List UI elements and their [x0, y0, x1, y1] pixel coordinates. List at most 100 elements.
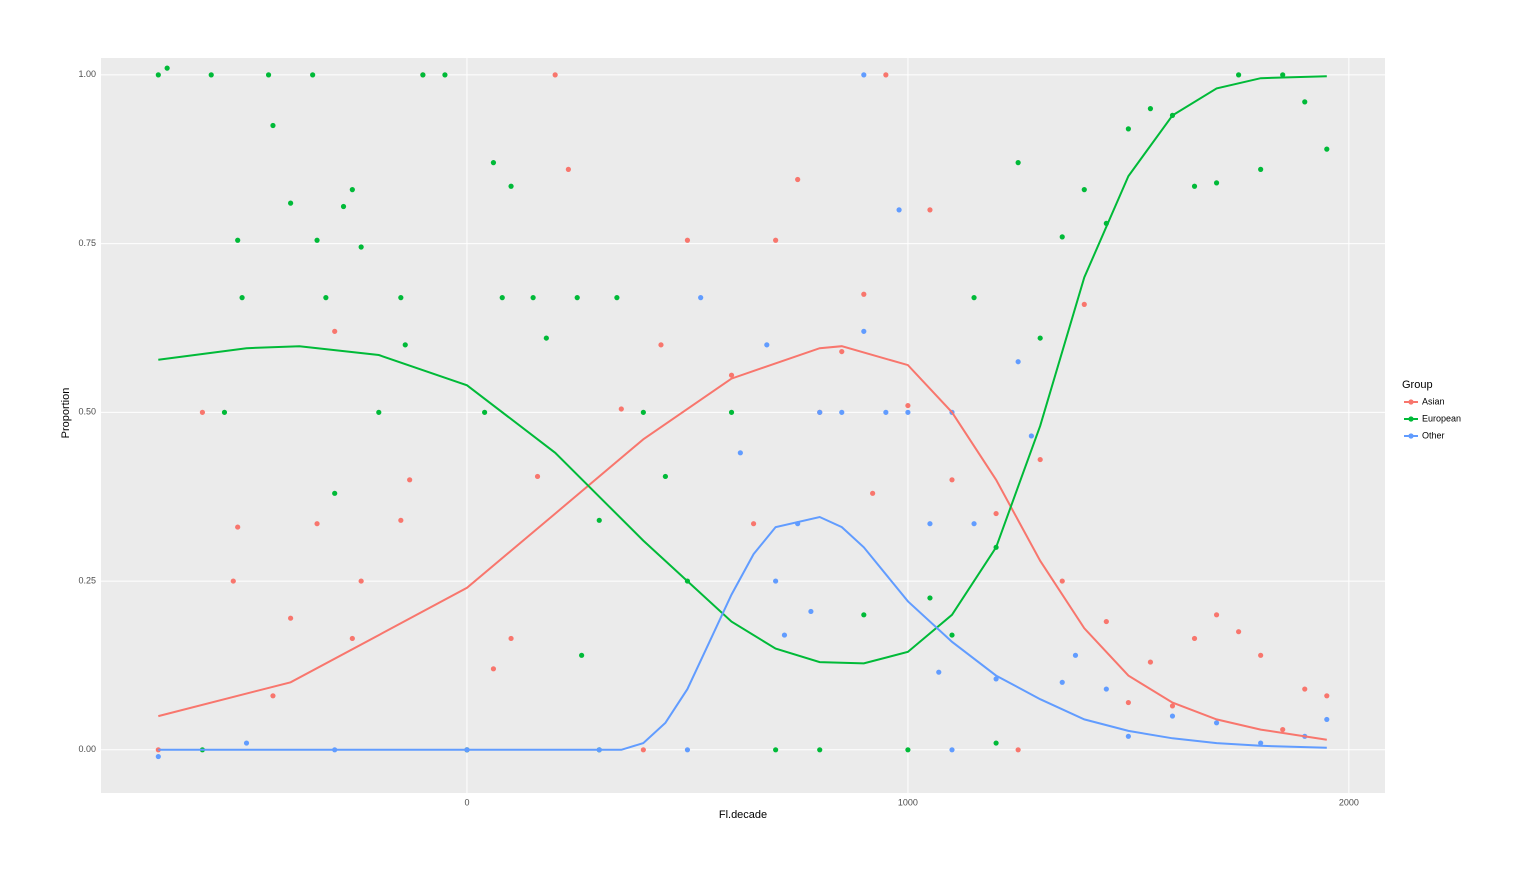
point	[574, 295, 580, 301]
point	[270, 693, 276, 699]
point	[773, 237, 779, 243]
point	[221, 409, 228, 415]
point	[750, 521, 757, 527]
point	[314, 237, 320, 243]
point	[1236, 72, 1242, 78]
point	[1236, 629, 1242, 635]
legend-key-point	[1408, 433, 1414, 439]
point	[1302, 686, 1308, 692]
x-tick-label: 0	[464, 797, 469, 807]
point	[662, 473, 668, 480]
point	[407, 477, 413, 483]
point	[579, 652, 585, 658]
point	[235, 524, 241, 530]
x-tick-label: 1000	[898, 797, 918, 807]
point	[398, 295, 404, 301]
point	[927, 207, 933, 213]
point	[1103, 686, 1109, 692]
point	[596, 517, 602, 523]
point	[565, 166, 571, 172]
point	[1125, 126, 1131, 132]
point	[1280, 72, 1286, 78]
point	[1037, 456, 1043, 463]
point	[1081, 301, 1087, 307]
point	[1324, 146, 1330, 152]
point	[499, 295, 505, 301]
point	[155, 753, 161, 760]
point	[1324, 716, 1330, 723]
point	[773, 578, 779, 584]
point	[442, 72, 448, 78]
y-tick-label: 0.00	[78, 744, 96, 754]
point	[1015, 160, 1021, 166]
point	[1169, 703, 1176, 709]
point	[773, 747, 779, 753]
legend-title: Group	[1402, 379, 1433, 391]
point	[1147, 659, 1154, 665]
point	[839, 409, 845, 415]
point	[640, 409, 646, 415]
point	[949, 747, 955, 753]
point	[1037, 335, 1043, 341]
point	[861, 72, 867, 78]
point	[340, 203, 347, 210]
point	[398, 517, 404, 523]
point	[1213, 612, 1220, 618]
point	[1258, 740, 1264, 746]
point	[684, 237, 691, 243]
point	[1324, 693, 1330, 699]
point	[1302, 99, 1308, 105]
point	[728, 409, 735, 415]
point	[698, 295, 704, 301]
x-tick-label: 2000	[1339, 797, 1359, 807]
point	[1280, 726, 1286, 733]
y-tick-label: 0.75	[78, 238, 96, 248]
point	[870, 490, 876, 496]
point	[861, 328, 867, 334]
point	[358, 244, 364, 250]
point	[817, 747, 823, 753]
point	[490, 666, 497, 672]
point	[1081, 187, 1087, 193]
point	[332, 328, 338, 334]
point	[936, 669, 942, 675]
legend-label: European	[1422, 413, 1461, 423]
point	[376, 409, 382, 415]
point	[658, 342, 664, 348]
point	[243, 740, 250, 746]
smooth-line	[158, 75, 1327, 665]
point	[402, 342, 408, 348]
point	[1059, 234, 1065, 240]
point	[1258, 166, 1264, 172]
point	[288, 200, 294, 206]
point	[349, 635, 355, 642]
point	[905, 747, 911, 753]
smooth-line	[158, 515, 1327, 751]
point	[208, 72, 214, 78]
point	[640, 747, 646, 753]
point	[883, 409, 889, 415]
point	[199, 409, 206, 415]
panel-background	[101, 58, 1385, 793]
point	[1072, 652, 1079, 658]
point	[508, 183, 514, 189]
point	[1169, 713, 1176, 719]
point	[728, 372, 735, 378]
y-tick-label: 0.50	[78, 407, 96, 417]
smooth-line	[158, 345, 1327, 741]
point	[971, 521, 977, 527]
point	[817, 409, 823, 415]
point	[927, 521, 933, 527]
point	[530, 295, 536, 301]
point	[265, 72, 272, 78]
point	[1213, 180, 1220, 186]
point	[420, 72, 426, 78]
point	[896, 207, 902, 213]
point	[1103, 618, 1109, 625]
point	[839, 348, 845, 355]
point	[781, 632, 788, 638]
point	[230, 578, 236, 584]
point	[1258, 652, 1264, 658]
point	[861, 612, 867, 618]
legend-label: Asian	[1422, 396, 1445, 406]
